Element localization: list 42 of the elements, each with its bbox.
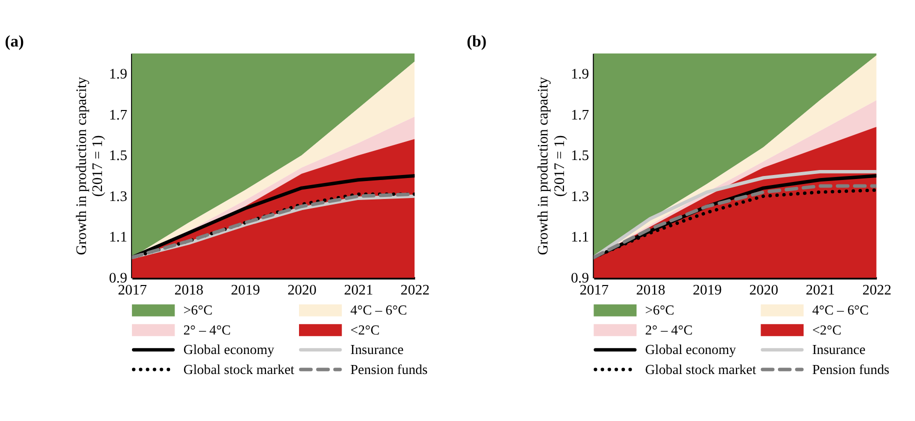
y-axis-title: Growth in production capacity (2017 = 1) [74, 76, 106, 256]
x-tick-label: 2019 [692, 282, 722, 299]
x-tick-label: 2020 [749, 282, 778, 299]
legend-label: 2° – 4°C [183, 322, 231, 338]
legend-label: Global stock market [183, 362, 295, 377]
legend-label: Pension funds [350, 362, 428, 377]
y-axis-title: Growth in production capacity (2017 = 1) [536, 76, 568, 256]
x-tick-label: 2017 [580, 282, 609, 299]
x-tick-label: 2017 [118, 282, 147, 299]
legend-label: Global stock market [645, 362, 756, 377]
legend-label: 4°C – 6°C [812, 302, 869, 318]
legend-label: <2°C [350, 322, 380, 338]
x-tick-label: 2021 [806, 282, 835, 299]
chart-title: (a) [4, 32, 24, 51]
legend-label: 4°C – 6°C [350, 302, 407, 318]
legend-label: Pension funds [812, 362, 890, 377]
y-tick-label: 1.9 [109, 66, 128, 82]
legend-label: Insurance [350, 342, 404, 358]
x-tick-label: 2019 [230, 282, 260, 299]
x-tick-label: 2021 [344, 282, 374, 299]
legend-label: >6°C [645, 302, 674, 318]
legend-label: <2°C [812, 322, 842, 338]
chart-title: (b) [466, 32, 487, 51]
x-tick-label: 2018 [174, 282, 204, 299]
legend-label: 2° – 4°C [645, 322, 693, 338]
y-tick-label: 1.1 [570, 230, 590, 246]
y-tick-label: 1.9 [570, 66, 590, 82]
y-tick-label: 1.1 [109, 230, 128, 246]
x-tick-label: 2022 [400, 282, 430, 299]
x-tick-label: 2022 [862, 282, 892, 299]
legend-label: >6°C [183, 302, 213, 318]
legend-label: Global economy [645, 342, 736, 358]
legend-label: Global economy [183, 342, 274, 358]
legend-label: Insurance [812, 342, 866, 358]
x-tick-label: 2020 [287, 282, 317, 299]
y-tick-label: 1.5 [570, 148, 590, 164]
y-tick-label: 1.7 [570, 107, 590, 124]
y-tick-label: 1.3 [570, 188, 590, 205]
y-tick-label: 1.5 [109, 148, 128, 164]
y-tick-label: 1.7 [109, 107, 128, 124]
y-tick-label: 1.3 [109, 188, 128, 205]
x-tick-label: 2018 [636, 282, 666, 299]
